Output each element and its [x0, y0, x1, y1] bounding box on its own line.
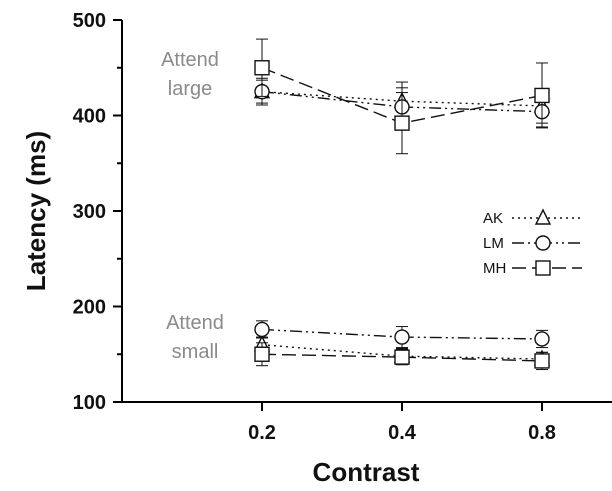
x-tick-label: 0.2: [248, 422, 276, 444]
tick-labels: 100 200 300 400 500 0.2 0.4 0.8: [73, 10, 556, 444]
x-axis-title: Contrast: [313, 457, 420, 487]
legend: AK LM MH: [483, 208, 582, 277]
annotation-attend-large: large: [168, 78, 212, 100]
annotations: Attend large Attend small: [161, 49, 224, 363]
square-marker: [254, 346, 270, 362]
legend-circle-marker: [535, 235, 551, 251]
y-tick-label: 200: [73, 297, 106, 319]
y-tick-label: 100: [73, 392, 106, 414]
series-mh-small: [254, 342, 550, 371]
series-lm-small: [254, 320, 550, 349]
x-tick-label: 0.8: [528, 422, 556, 444]
axes: [113, 19, 612, 411]
annotation-attend-small: small: [172, 341, 219, 363]
series-mh-large: [254, 38, 550, 155]
circle-marker: [254, 321, 270, 338]
y-axis-title: Latency (ms): [21, 131, 51, 291]
square-marker: [394, 349, 410, 365]
y-tick-label: 300: [73, 201, 106, 223]
square-marker: [534, 87, 550, 104]
square-marker: [394, 115, 410, 131]
annotation-attend-small: Attend: [166, 312, 224, 334]
x-tick-label: 0.4: [388, 422, 417, 444]
legend-label-ak: AK: [483, 210, 503, 227]
square-marker: [534, 353, 550, 369]
circle-marker: [534, 331, 550, 347]
legend-label-mh: MH: [483, 260, 506, 277]
legend-square-marker: [535, 260, 551, 276]
y-tick-label: 400: [73, 106, 106, 128]
annotation-attend-large: Attend: [161, 49, 219, 71]
legend-triangle-marker: [534, 208, 552, 225]
legend-label-lm: LM: [483, 235, 504, 252]
data-series: [253, 38, 551, 371]
square-marker: [254, 60, 270, 76]
y-tick-label: 500: [73, 10, 106, 32]
circle-marker: [394, 329, 410, 345]
